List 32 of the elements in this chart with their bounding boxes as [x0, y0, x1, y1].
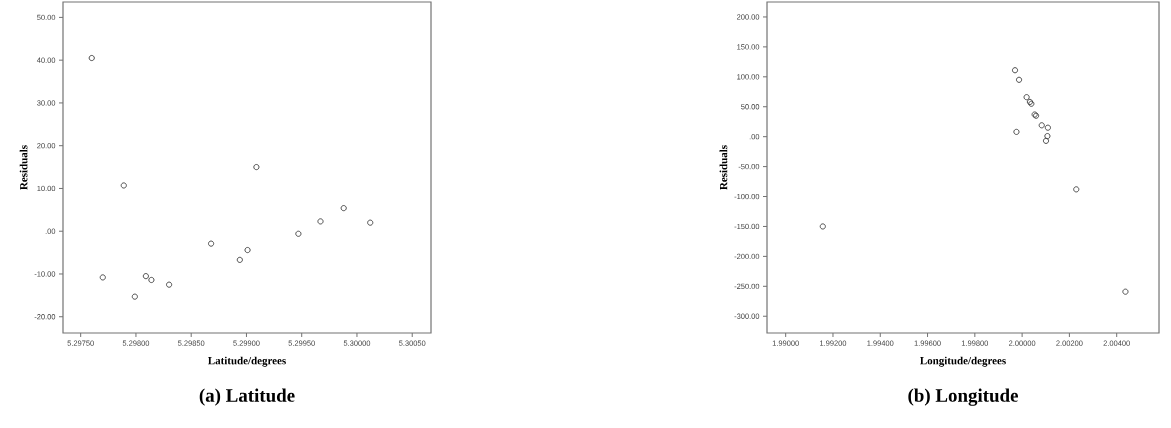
point [142, 273, 149, 280]
point [88, 54, 95, 62]
x-axis-title: Longitude/degrees [920, 356, 1006, 367]
point [819, 223, 826, 230]
point [295, 230, 302, 237]
point [236, 256, 243, 263]
y-axis-title: Residuals [19, 145, 28, 190]
point [1038, 122, 1045, 129]
point [1122, 288, 1129, 295]
point [99, 274, 106, 281]
text: (b) Longitude [908, 388, 1018, 406]
point [1073, 186, 1080, 193]
point [1013, 128, 1020, 135]
point [166, 281, 173, 288]
point [367, 219, 374, 226]
text: (a) Latitude [199, 388, 295, 406]
point [253, 164, 260, 171]
point [244, 246, 251, 254]
point [1011, 67, 1019, 74]
point [1044, 124, 1051, 131]
point [340, 205, 347, 212]
point [120, 182, 127, 189]
y-axis-title: Residuals [719, 145, 728, 190]
point [1044, 133, 1051, 140]
x-axis-title: Latitude/degrees [208, 356, 286, 367]
point [317, 218, 324, 225]
point [131, 293, 138, 300]
point [148, 276, 155, 284]
point [1023, 94, 1030, 101]
point [1042, 137, 1050, 144]
point [1016, 76, 1023, 83]
point [208, 240, 215, 247]
